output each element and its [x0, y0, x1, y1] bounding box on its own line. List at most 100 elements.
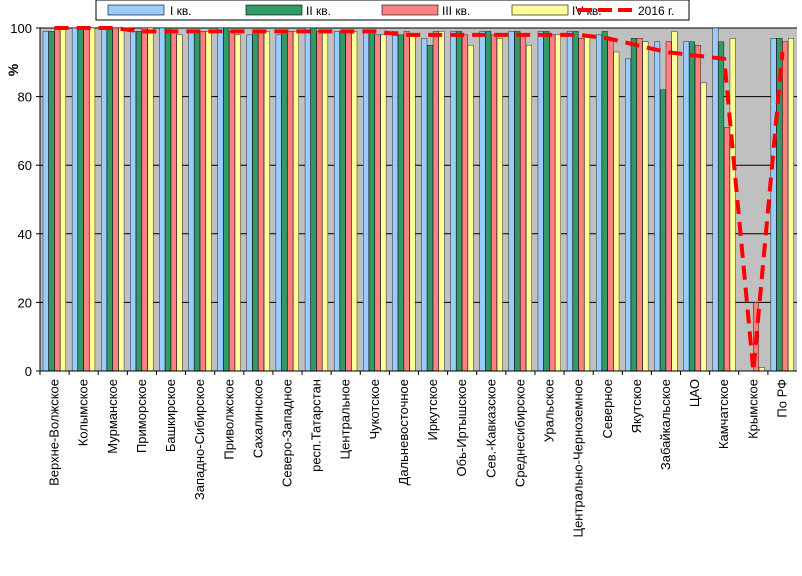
- bar-4-2: [118, 27, 125, 372]
- bar-2-21: [660, 89, 666, 372]
- category-label: Верхне-Волжское: [47, 379, 62, 486]
- category-label: Центрально-Черноземное: [571, 379, 586, 538]
- trend-line-path: [54, 26, 785, 372]
- y-tick-label: 80: [18, 90, 32, 105]
- category-label: Мурманское: [105, 379, 120, 454]
- category-label: Дальневосточное: [396, 379, 411, 485]
- bar-2-19: [601, 31, 608, 372]
- bar-2-16: [514, 31, 521, 372]
- bar-2-25: [776, 38, 783, 372]
- bar-1-25: [770, 38, 777, 372]
- bar-3-4: [170, 31, 177, 372]
- category-label: Сев.-Кавказское: [483, 379, 498, 478]
- bar-3-7: [258, 31, 265, 372]
- bar-1-6: [217, 27, 224, 372]
- category-label: Обь-Иртышское: [454, 379, 469, 476]
- bar-2-3: [135, 31, 142, 372]
- category-label: ЦАО: [687, 379, 702, 407]
- bar-3-19: [607, 38, 614, 372]
- bar-1-9: [304, 27, 311, 372]
- y-axis-label: %: [5, 63, 21, 76]
- bar-4-15: [496, 38, 503, 372]
- bar-3-3: [141, 27, 148, 372]
- bar-4-20: [642, 41, 649, 372]
- bar-2-6: [223, 27, 230, 372]
- bar-2-8: [281, 31, 288, 372]
- bar-4-0: [60, 27, 67, 372]
- bar-4-3: [147, 27, 154, 372]
- bar-2-0: [48, 31, 55, 372]
- bar-1-21: [654, 41, 661, 372]
- bar-1-23: [712, 27, 719, 372]
- bar-2-14: [456, 31, 463, 372]
- bar-4-17: [555, 34, 561, 372]
- legend-label-1: I кв.: [170, 4, 192, 18]
- bar-1-7: [246, 34, 253, 372]
- bar-1-4: [159, 27, 166, 372]
- bar-4-6: [234, 34, 241, 372]
- category-label: По РФ: [774, 379, 789, 418]
- bar-3-15: [491, 34, 497, 372]
- bar-3-8: [287, 31, 294, 372]
- y-tick-label: 0: [25, 364, 32, 379]
- bar-4-1: [89, 27, 96, 372]
- category-label: Приморское: [134, 379, 149, 453]
- bar-4-4: [176, 34, 183, 372]
- bar-2-15: [485, 31, 492, 372]
- bars: [42, 27, 794, 372]
- legend-swatch-4: [511, 4, 569, 16]
- bar-1-2: [101, 27, 107, 372]
- bar-2-4: [165, 27, 171, 372]
- bar-3-14: [461, 34, 468, 372]
- bar-3-21: [665, 41, 672, 372]
- bar-1-17: [537, 31, 544, 372]
- category-label: Среднесибирское: [512, 379, 527, 487]
- bar-3-13: [432, 31, 439, 372]
- bar-4-16: [525, 44, 532, 372]
- category-label: Чукотское: [367, 379, 382, 440]
- bar-4-19: [613, 51, 620, 372]
- bar-3-11: [374, 34, 381, 372]
- bar-2-5: [194, 31, 201, 372]
- bar-2-7: [252, 31, 259, 372]
- bar-1-3: [130, 31, 137, 372]
- bar-4-11: [380, 34, 387, 372]
- bar-1-1: [71, 27, 78, 372]
- bar-4-21: [671, 31, 678, 372]
- bar-3-18: [578, 38, 585, 372]
- y-tick-label: 20: [18, 295, 32, 310]
- bar-2-13: [427, 44, 433, 372]
- bar-2-23: [718, 41, 725, 372]
- legend-swatch-2: [245, 4, 303, 16]
- trend-line: [54, 26, 785, 372]
- legend: I кв. II кв. III кв. IV кв. 2016 г.: [95, 0, 690, 21]
- category-label: Якутское: [629, 379, 644, 433]
- legend-swatch-1: [107, 4, 165, 16]
- bar-1-8: [275, 34, 282, 372]
- bar-4-10: [351, 31, 358, 372]
- category-label: Камчатское: [716, 379, 731, 449]
- bar-2-12: [397, 34, 404, 372]
- bar-2-20: [630, 38, 637, 372]
- bar-4-13: [438, 31, 445, 372]
- category-label: Крымское: [745, 379, 760, 439]
- bar-1-10: [333, 31, 340, 372]
- category-label: Северное: [600, 379, 615, 438]
- bar-1-14: [450, 31, 457, 372]
- category-label: Уральское: [542, 379, 557, 442]
- bar-2-18: [572, 31, 579, 372]
- legend-label-2: II кв.: [306, 4, 331, 18]
- bar-3-5: [199, 31, 206, 372]
- category-label: Башкирское: [163, 379, 178, 452]
- bar-4-25: [788, 38, 794, 372]
- bar-4-5: [205, 31, 212, 372]
- legend-items: I кв. II кв. III кв. IV кв. 2016 г.: [107, 4, 674, 18]
- bar-2-17: [543, 31, 550, 372]
- bar-2-11: [368, 31, 375, 372]
- y-tick-label: 60: [18, 158, 32, 173]
- bar-3-2: [112, 27, 119, 372]
- category-label: Приволжское: [221, 379, 236, 460]
- bar-3-20: [636, 38, 643, 372]
- bar-3-12: [403, 31, 410, 372]
- bar-1-13: [421, 38, 428, 372]
